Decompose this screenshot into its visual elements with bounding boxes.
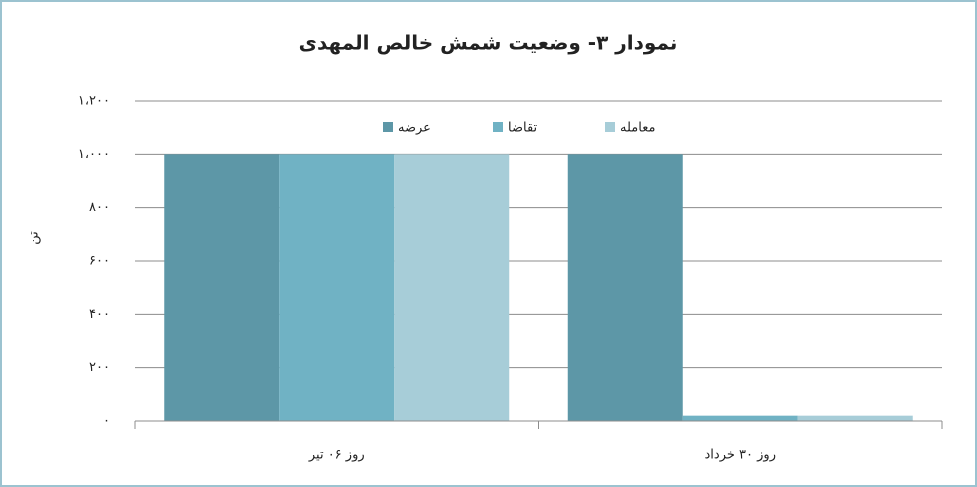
y-tick-label: ۱،۲۰۰ <box>78 94 110 109</box>
y-tick-label: ۴۰۰ <box>89 307 110 322</box>
y-tick-label: ۶۰۰ <box>89 254 110 269</box>
y-axis-label: تن <box>27 231 42 245</box>
legend-label: معامله <box>620 121 655 136</box>
bar <box>682 415 798 421</box>
bar <box>279 154 395 422</box>
legend-swatch <box>605 122 615 132</box>
legend-swatch <box>383 122 393 132</box>
bar <box>797 415 913 421</box>
x-tick-label: روز ۳۰ خرداد <box>705 448 776 463</box>
legend-label: تقاضا <box>508 121 538 136</box>
bar <box>394 154 510 422</box>
bar <box>164 154 280 422</box>
y-tick-label: ۲۰۰ <box>89 360 110 375</box>
y-tick-label: ۱،۰۰۰ <box>78 147 110 162</box>
y-tick-label: ۰ <box>103 414 110 429</box>
chart-title: نمودار ۳- وضعیت شمش خالص المهدی <box>299 31 678 55</box>
legend-label: عرضه <box>398 121 431 136</box>
bar <box>567 154 683 422</box>
x-tick-label: روز ۰۶ تیر <box>308 448 365 463</box>
legend-swatch <box>493 122 503 132</box>
y-tick-label: ۸۰۰ <box>89 200 110 215</box>
